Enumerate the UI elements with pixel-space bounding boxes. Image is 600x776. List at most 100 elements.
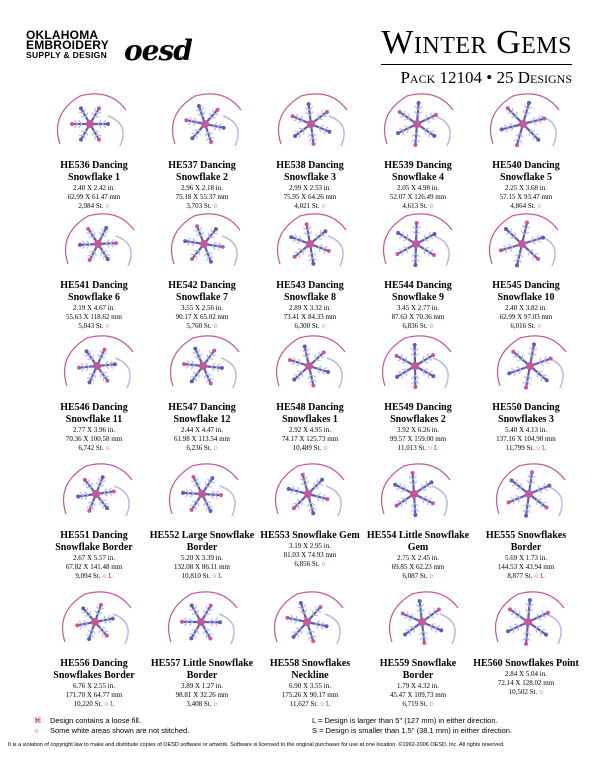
snowflake-artwork-icon [273, 591, 344, 645]
snowflake-artwork-icon [383, 93, 454, 147]
design-card: HE555 Snowflakes Border 5.69 X 1.73 in. 14… [472, 462, 580, 581]
design-stitch-count: 6,087 St. ○ [364, 572, 472, 581]
design-card: HE543 Dancing Snowflake 8 2.89 X 3.32 in.… [256, 212, 364, 331]
design-image [266, 334, 354, 398]
design-flag-marks: ○ L [536, 444, 547, 452]
stitch-count-text: 6,836 St. [402, 322, 428, 330]
design-stitch-count: 11,627 St. ○ L [256, 700, 364, 709]
design-image [374, 212, 462, 276]
snowflake-artwork-icon [169, 335, 240, 389]
stitch-count-text: 11,627 St. [289, 700, 319, 708]
design-image [266, 212, 354, 276]
design-card: HE536 Dancing Snowflake 1 2.48 X 2.42 in.… [40, 92, 148, 211]
design-size-inches: 6.76 X 2.55 in. [73, 682, 115, 690]
snowflake-artwork-icon [167, 591, 238, 645]
design-size-mm: 171.70 X 64.77 mm [65, 691, 123, 699]
design-card: HE558 Snowflakes Neckline 6.90 X 3.55 in.… [256, 590, 364, 709]
design-size-mm: 62.99 X 97.03 mm [499, 313, 553, 321]
copyright-notice: It is a violation of copyright law to ma… [8, 742, 505, 748]
design-size-mm: 81.03 X 74.93 mm [283, 551, 337, 559]
snowflake-artwork-icon [276, 213, 347, 267]
stitch-count-text: 4,864 St. [510, 202, 536, 210]
snowflake-artwork-icon [61, 591, 132, 645]
design-flag-marks: ○ L [102, 572, 113, 580]
stitch-count-text: 6,300 St. [294, 322, 320, 330]
design-name: HE560 Snowflakes Point [473, 658, 579, 669]
design-stitch-count: 6,236 St. ○ [148, 444, 256, 453]
design-stitch-count: 10,502 St. ○ [472, 688, 580, 697]
design-flag-marks: ○ [321, 322, 326, 330]
legend-white-areas: ○ Some white areas shown are not stitched… [34, 726, 189, 735]
design-size-inches: 2.67 X 5.57 in. [73, 554, 115, 562]
design-card: HE546 Dancing Snowflake 11 2.77 X 3.96 in… [40, 334, 148, 453]
design-name: HE540 Dancing Snowflake 5 [492, 160, 560, 183]
design-stitch-count: 4,864 St. ○ [472, 202, 580, 211]
stitch-count-text: 5,043 St. [78, 322, 104, 330]
design-size-mm: 69.85 X 62.23 mm [391, 563, 445, 571]
design-image [158, 92, 246, 156]
page-title: Winter Gems [381, 24, 572, 61]
design-name: HE537 Dancing Snowflake 2 [168, 160, 236, 183]
stitch-count-text: 10,502 St. [508, 688, 538, 696]
design-stitch-count: 5,760 St. ○ [148, 322, 256, 331]
stitch-count-text: 2,984 St. [78, 202, 104, 210]
design-name: HE547 Dancing Snowflake 12 [168, 402, 236, 425]
design-flag-marks: ○ [323, 444, 328, 452]
design-card: HE559 Snowflake Border 1.79 X 4.32 in. 45.… [364, 590, 472, 709]
logo-line-2: EMBROIDERY [26, 38, 109, 52]
snowflake-artwork-icon [274, 463, 345, 517]
snowflake-artwork-icon [170, 213, 241, 267]
snowflake-artwork-icon [381, 335, 452, 389]
design-image [158, 590, 246, 654]
design-image [374, 462, 462, 526]
design-name: HE538 Dancing Snowflake 3 [276, 160, 344, 183]
design-name: HE544 Dancing Snowflake 9 [384, 280, 452, 303]
design-card: HE554 Little Snowflake Gem 2.75 X 2.45 in… [364, 462, 472, 581]
stitch-count-text: 10,489 St. [292, 444, 322, 452]
design-name: HE548 Dancing Snowflakes 1 [276, 402, 344, 425]
design-card: HE549 Dancing Snowflakes 2 3.92 X 6.26 in… [364, 334, 472, 453]
design-flag-marks: ○ L [104, 700, 115, 708]
design-size-inches: 5.40 X 4.13 in. [505, 426, 547, 434]
design-name: HE558 Snowflakes Neckline [269, 658, 351, 681]
design-size-mm: 67.82 X 141.48 mm [65, 563, 123, 571]
design-name: HE549 Dancing Snowflakes 2 [384, 402, 452, 425]
design-flag-marks: ○ [537, 322, 542, 330]
design-flag-marks: ○ [429, 700, 434, 708]
design-flag-marks: ○ [539, 688, 544, 696]
design-name: HE553 Snowflake Gem [260, 530, 360, 541]
design-stitch-count: 5,043 St. ○ [40, 322, 148, 331]
design-flag-marks: ○ [105, 202, 110, 210]
stitch-count-text: 6,719 St. [402, 700, 428, 708]
snowflake-artwork-icon [64, 213, 135, 267]
design-stitch-count: 9,094 St. ○ L [40, 572, 148, 581]
design-size-inches: 2.75 X 2.45 in. [397, 554, 439, 562]
stitch-count-text: 6,016 St. [510, 322, 536, 330]
logo-inc: INC. [180, 56, 190, 62]
design-size-inches: 2.19 X 4.67 in. [73, 304, 115, 312]
design-size-mm: 137.16 X 104.90 mm [496, 435, 556, 443]
design-size-mm: 52.07 X 126.49 mm [389, 193, 447, 201]
design-size-mm: 72.14 X 128.02 mm [497, 679, 555, 687]
design-flag-marks: ○ [429, 572, 434, 580]
design-card: HE557 Little Snowflake Border 3.89 X 1.27… [148, 590, 256, 709]
design-image [50, 334, 138, 398]
design-flag-marks: ○ [429, 322, 434, 330]
legend-loose-fill-text: Design contains a loose fill. [50, 716, 141, 725]
design-flag-marks: ○ [105, 444, 110, 452]
design-size-inches: 2.48 X 3.82 in. [505, 304, 547, 312]
stitch-count-text: 9,094 St. [75, 572, 101, 580]
design-stitch-count: 6,836 St. ○ [364, 322, 472, 331]
snowflake-artwork-icon [495, 463, 566, 518]
design-size-mm: 61.98 X 113.54 mm [174, 435, 230, 443]
design-size-mm: 73.41 X 84.33 mm [283, 313, 337, 321]
design-flag-marks: ○ [105, 322, 110, 330]
design-image [266, 92, 354, 156]
stitch-count-text: 3,703 St. [186, 202, 212, 210]
design-size-inches: 2.92 X 4.95 in. [289, 426, 331, 434]
design-name: HE536 Dancing Snowflake 1 [60, 160, 128, 183]
snowflake-artwork-icon [382, 213, 453, 267]
stitch-count-text: 6,856 St. [294, 560, 320, 568]
design-size-mm: 90.17 X 65.02 mm [175, 313, 229, 321]
design-image [482, 590, 570, 654]
